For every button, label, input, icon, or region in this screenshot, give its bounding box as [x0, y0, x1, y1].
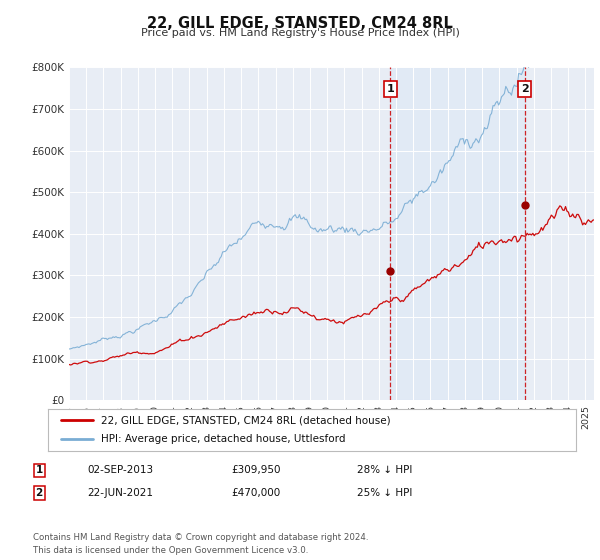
Text: 22-JUN-2021: 22-JUN-2021: [87, 488, 153, 498]
Bar: [391, 67, 524, 400]
Text: Contains HM Land Registry data © Crown copyright and database right 2024.
This d: Contains HM Land Registry data © Crown c…: [33, 533, 368, 554]
Text: HPI: Average price, detached house, Uttlesford: HPI: Average price, detached house, Uttl…: [101, 435, 346, 445]
Text: 25% ↓ HPI: 25% ↓ HPI: [357, 488, 412, 498]
Text: 1: 1: [35, 465, 43, 475]
Text: 22, GILL EDGE, STANSTED, CM24 8RL (detached house): 22, GILL EDGE, STANSTED, CM24 8RL (detac…: [101, 415, 391, 425]
Text: 1: 1: [386, 84, 394, 94]
Text: Price paid vs. HM Land Registry's House Price Index (HPI): Price paid vs. HM Land Registry's House …: [140, 28, 460, 38]
Text: 22, GILL EDGE, STANSTED, CM24 8RL: 22, GILL EDGE, STANSTED, CM24 8RL: [147, 16, 453, 31]
Text: 28% ↓ HPI: 28% ↓ HPI: [357, 465, 412, 475]
Text: £309,950: £309,950: [231, 465, 281, 475]
Text: 2: 2: [35, 488, 43, 498]
Text: 02-SEP-2013: 02-SEP-2013: [87, 465, 153, 475]
Text: 2: 2: [521, 84, 529, 94]
Text: £470,000: £470,000: [231, 488, 280, 498]
